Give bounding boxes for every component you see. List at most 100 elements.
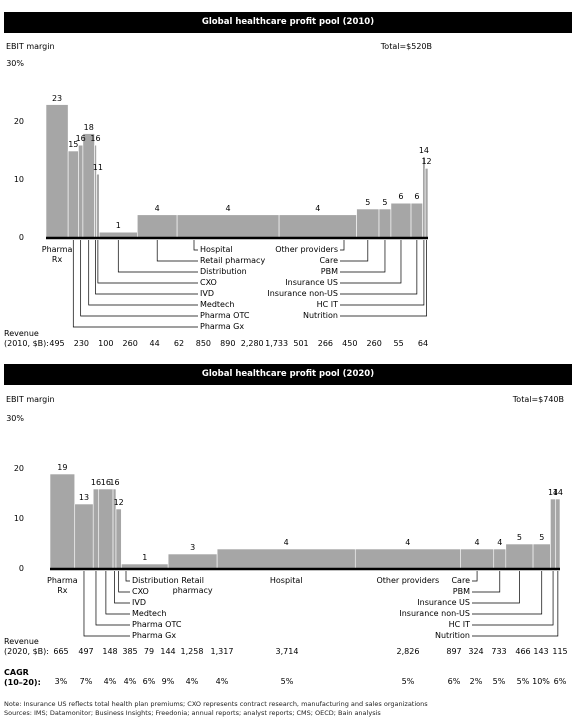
- leader-line: [472, 571, 478, 582]
- revenue-header: Revenue (2020, $B):: [4, 637, 49, 656]
- bar-value-label: 1: [115, 221, 121, 231]
- revenue-value: 850: [195, 339, 212, 348]
- cagr-value: 6%: [142, 677, 156, 686]
- segment-label: Other providers: [376, 576, 440, 585]
- leader-line: [83, 571, 130, 637]
- cagr-value: 4%: [123, 677, 137, 686]
- segment-label: Insurance non-US: [399, 609, 470, 618]
- bar: [49, 473, 76, 570]
- bar: [493, 548, 507, 570]
- y-tick-label: 10: [13, 175, 24, 184]
- bar-value-label: 18: [83, 122, 94, 132]
- y-tick-label: 0: [18, 564, 24, 573]
- segment-label: CXO: [200, 278, 217, 287]
- note: Note: Insurance US reflects total health…: [4, 700, 428, 708]
- segment-label: PBM: [320, 267, 338, 276]
- bar-value-label: 4: [497, 538, 503, 547]
- bar: [167, 553, 218, 570]
- bar-value-label: 5: [516, 533, 522, 542]
- revenue-value: 1,258: [180, 647, 204, 656]
- revenue-value: 665: [53, 647, 69, 656]
- bar: [532, 543, 551, 570]
- bar: [45, 104, 69, 239]
- y-axis-label: EBIT margin: [6, 395, 55, 404]
- revenue-value: 385: [122, 647, 138, 656]
- segment-label: Care: [319, 256, 338, 265]
- segment-label: HC IT: [448, 620, 470, 629]
- revenue-header: Revenue (2010, $B):: [4, 329, 49, 348]
- cagr-value: 4%: [215, 677, 229, 686]
- bar-value-label: 4: [315, 203, 321, 213]
- segment-label: Insurance non-US: [267, 289, 338, 298]
- leader-line: [88, 240, 198, 306]
- revenue-value: 466: [515, 647, 531, 656]
- leader-line: [105, 571, 130, 615]
- revenue-value: 260: [122, 339, 138, 348]
- bar-value-label: 19: [57, 463, 68, 472]
- bar: [176, 214, 280, 239]
- segment-label: PBM: [452, 587, 470, 596]
- bar: [92, 488, 100, 570]
- revenue-value: 1,733: [265, 339, 289, 348]
- bar: [390, 202, 412, 239]
- revenue-value: 1,317: [210, 647, 234, 656]
- leader-line: [193, 240, 198, 251]
- leader-line: [340, 240, 386, 273]
- y-axis-label: EBIT margin: [6, 42, 55, 51]
- segment-label: Nutrition: [302, 311, 338, 320]
- revenue-value: 62: [173, 339, 185, 348]
- leader-line: [472, 571, 559, 637]
- revenue-value: 897: [446, 647, 462, 656]
- revenue-value: 501: [293, 339, 309, 348]
- bar-value-label: 12: [421, 157, 432, 167]
- y-tick-label: 30%: [6, 414, 24, 423]
- cagr-value: 10%: [532, 677, 550, 686]
- leader-line: [125, 571, 130, 582]
- revenue-value: 143: [533, 647, 549, 656]
- bar: [216, 548, 356, 570]
- chart-title: Global healthcare profit pool (2010): [4, 12, 572, 33]
- bar-value-label: 3: [190, 543, 196, 552]
- revenue-value: 266: [317, 339, 334, 348]
- bar: [278, 214, 357, 239]
- cagr-value: 3%: [54, 677, 68, 686]
- bar: [422, 156, 426, 239]
- bar-value-label: 5: [365, 198, 371, 207]
- bar-value-label: 15: [68, 140, 79, 149]
- leader-line: [340, 240, 418, 295]
- segment-label: CXO: [132, 587, 149, 596]
- cagr-value: 2%: [469, 677, 483, 686]
- revenue-value: 44: [149, 339, 160, 348]
- revenue-value: 230: [73, 339, 90, 348]
- segment-label: Pharma Gx: [132, 631, 177, 640]
- y-tick-label: 20: [13, 464, 24, 473]
- bar: [424, 168, 429, 239]
- bar: [410, 202, 423, 239]
- bar-value-label: 5: [382, 198, 388, 207]
- bar-value-label: 16: [75, 134, 86, 144]
- revenue-value: 324: [468, 647, 484, 656]
- bar-value-label: 4: [283, 538, 289, 547]
- cagr-value: 5%: [492, 677, 506, 686]
- revenue-value: 55: [393, 339, 404, 348]
- revenue-value: 64: [417, 339, 429, 348]
- segment-label: HC IT: [316, 300, 338, 309]
- y-tick-label: 30%: [6, 59, 24, 68]
- leader-line: [472, 571, 554, 626]
- bar: [378, 208, 392, 239]
- bar: [82, 133, 95, 239]
- bar-value-label: 14: [418, 145, 429, 155]
- segment-label: Medtech: [200, 300, 235, 309]
- segment-label: IVD: [200, 289, 214, 298]
- segment-label: IVD: [132, 598, 146, 607]
- segment-label: Pharma Rx: [47, 576, 78, 595]
- revenue-value: 2,280: [240, 339, 264, 348]
- revenue-value: 148: [102, 647, 118, 656]
- segment-label: Nutrition: [434, 631, 470, 640]
- bar: [96, 173, 100, 239]
- cagr-header: CAGR (10–20):: [4, 668, 41, 687]
- segment-label: Medtech: [132, 609, 167, 618]
- revenue-value: 890: [220, 339, 236, 348]
- revenue-value: 733: [491, 647, 507, 656]
